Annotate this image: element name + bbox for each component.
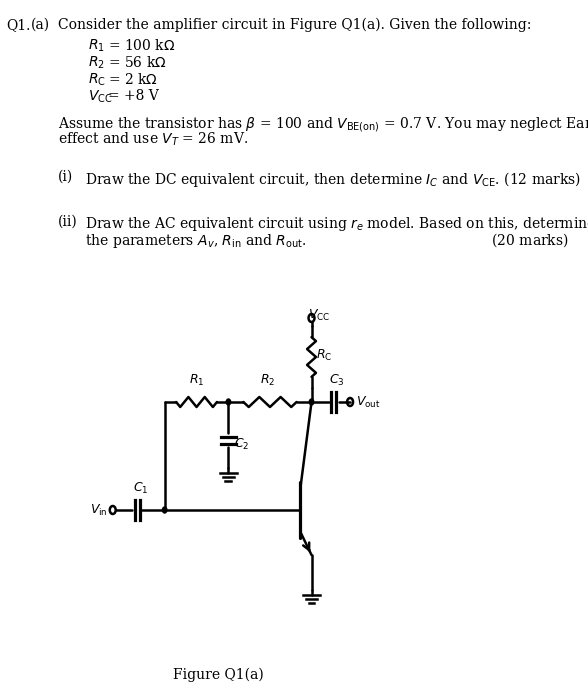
- Text: $R_1$: $R_1$: [88, 38, 105, 55]
- Circle shape: [226, 399, 230, 405]
- Text: $C_1$: $C_1$: [133, 481, 148, 496]
- Text: $V_{\rm CC}$: $V_{\rm CC}$: [88, 89, 112, 106]
- Text: = +8 V: = +8 V: [108, 89, 158, 103]
- Circle shape: [309, 399, 314, 405]
- Text: Consider the amplifier circuit in Figure Q1(a). Given the following:: Consider the amplifier circuit in Figure…: [58, 18, 531, 32]
- Text: $C_3$: $C_3$: [329, 373, 345, 388]
- Circle shape: [162, 507, 167, 513]
- Text: (i): (i): [58, 170, 73, 184]
- Text: $R_{\rm C}$: $R_{\rm C}$: [88, 72, 105, 88]
- Text: $C_2$: $C_2$: [235, 437, 250, 452]
- Text: $R_1$: $R_1$: [189, 373, 205, 388]
- Text: $R_2$: $R_2$: [88, 55, 105, 71]
- Text: Draw the AC equivalent circuit using $r_e$ model. Based on this, determine: Draw the AC equivalent circuit using $r_…: [85, 215, 588, 233]
- Text: = 56 k$\Omega$: = 56 k$\Omega$: [108, 55, 166, 70]
- Text: = 100 k$\Omega$: = 100 k$\Omega$: [108, 38, 175, 53]
- Text: (a): (a): [31, 18, 51, 32]
- Text: effect and use $V_T$ = 26 mV.: effect and use $V_T$ = 26 mV.: [58, 131, 248, 148]
- Text: = 2 k$\Omega$: = 2 k$\Omega$: [108, 72, 158, 87]
- Text: Draw the DC equivalent circuit, then determine $I_C$ and $V_{\rm CE}$. (12 marks: Draw the DC equivalent circuit, then det…: [85, 170, 582, 189]
- Text: $R_{\rm C}$: $R_{\rm C}$: [316, 347, 332, 363]
- Text: $V_{\rm CC}$: $V_{\rm CC}$: [308, 308, 330, 323]
- Text: the parameters $A_v$, $R_{\rm in}$ and $R_{\rm out}$.                           : the parameters $A_v$, $R_{\rm in}$ and $…: [85, 231, 569, 250]
- Text: $V_{\rm in}$: $V_{\rm in}$: [91, 503, 108, 517]
- Text: $V_{\rm out}$: $V_{\rm out}$: [356, 395, 380, 409]
- Text: Q1.: Q1.: [6, 18, 31, 32]
- Text: Figure Q1(a): Figure Q1(a): [173, 668, 263, 682]
- Text: $R_2$: $R_2$: [259, 373, 275, 388]
- Text: (ii): (ii): [58, 215, 78, 229]
- Text: Assume the transistor has $\beta$ = 100 and $V_{\rm BE(on)}$ = 0.7 V. You may ne: Assume the transistor has $\beta$ = 100 …: [58, 115, 588, 134]
